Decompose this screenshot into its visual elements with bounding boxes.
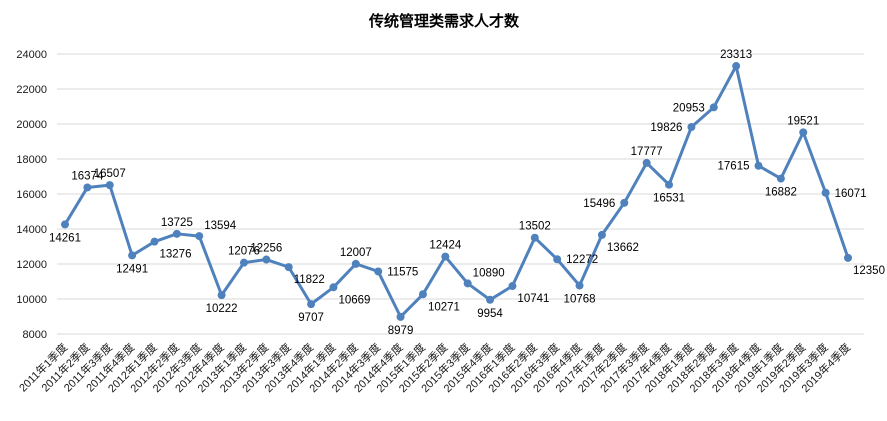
y-axis-tick-label: 18000 xyxy=(16,154,47,166)
data-point-label: 17615 xyxy=(718,161,750,173)
data-point-label: 11575 xyxy=(387,266,418,278)
data-point-label: 8979 xyxy=(388,325,414,337)
data-point-label: 19521 xyxy=(787,115,819,127)
y-axis-tick-label: 22000 xyxy=(16,84,47,96)
data-point-marker xyxy=(307,300,316,309)
data-point-marker xyxy=(239,258,248,267)
data-point-marker xyxy=(463,279,472,288)
data-point-marker xyxy=(374,267,383,276)
data-point-marker xyxy=(799,128,808,137)
data-point-label: 16071 xyxy=(835,188,867,200)
data-point-label: 13276 xyxy=(159,249,191,261)
data-point-label: 9707 xyxy=(298,312,324,324)
y-axis-tick-label: 24000 xyxy=(16,49,47,61)
data-point-label: 15496 xyxy=(583,198,615,210)
data-point-marker xyxy=(61,220,69,229)
data-point-label: 16507 xyxy=(94,168,126,180)
data-point-marker xyxy=(128,251,137,260)
data-point-marker xyxy=(217,291,226,300)
data-point-label: 16882 xyxy=(765,187,797,199)
data-point-marker xyxy=(597,230,606,239)
data-point-marker xyxy=(418,290,427,299)
data-point-label: 12272 xyxy=(566,254,598,266)
y-axis-tick-label: 10000 xyxy=(16,294,47,306)
data-point-label: 10669 xyxy=(338,294,370,306)
data-point-marker xyxy=(508,282,517,291)
data-point-label: 12076 xyxy=(228,246,260,258)
data-point-label: 12491 xyxy=(116,263,148,275)
data-point-marker xyxy=(530,233,539,242)
data-point-marker xyxy=(687,123,696,132)
data-point-marker xyxy=(441,252,450,261)
data-point-marker xyxy=(486,295,495,304)
data-point-label: 12424 xyxy=(429,240,462,252)
data-point-label: 13502 xyxy=(519,221,551,233)
y-axis-tick-label: 8000 xyxy=(23,329,47,341)
data-point-label: 17777 xyxy=(631,146,663,158)
data-point-marker xyxy=(262,255,271,264)
data-point-label: 10768 xyxy=(564,294,596,306)
data-point-marker xyxy=(620,198,629,207)
data-point-label: 16531 xyxy=(653,193,685,205)
data-point-marker xyxy=(844,253,852,262)
y-axis-tick-label: 12000 xyxy=(16,259,47,271)
data-point-label: 14261 xyxy=(49,232,81,244)
data-point-marker xyxy=(172,229,181,238)
data-point-marker xyxy=(396,312,405,321)
data-point-marker xyxy=(329,283,338,292)
y-axis-tick-label: 20000 xyxy=(16,119,47,131)
data-point-label: 13725 xyxy=(161,217,193,229)
data-point-label: 13662 xyxy=(607,242,639,254)
data-point-label: 12256 xyxy=(250,243,282,255)
data-point-label: 11822 xyxy=(294,274,325,286)
series-line xyxy=(63,64,850,319)
data-point-marker xyxy=(732,62,741,71)
data-point-label: 13594 xyxy=(204,220,237,232)
data-point-marker xyxy=(351,259,360,268)
data-point-marker xyxy=(665,180,674,189)
data-point-label: 10890 xyxy=(473,267,505,279)
data-point-label: 12007 xyxy=(340,247,372,259)
data-point-marker xyxy=(195,232,204,241)
data-point-label: 12350 xyxy=(853,265,885,277)
plot-area: 8000 10000 12000 14000 16000 18000 20000 22000 2… xyxy=(16,49,885,395)
data-point-marker xyxy=(105,181,114,190)
data-point-label: 16374 xyxy=(71,170,104,182)
data-point-label: 19826 xyxy=(650,122,682,134)
y-axis-tick-label: 16000 xyxy=(16,189,47,201)
data-point-marker xyxy=(754,161,763,170)
data-point-label: 23313 xyxy=(720,49,752,61)
data-point-marker xyxy=(150,237,159,246)
y-axis-tick-label: 14000 xyxy=(16,224,47,236)
data-point-marker xyxy=(83,183,92,192)
data-point-label: 9954 xyxy=(477,308,503,320)
data-point-marker xyxy=(553,255,562,264)
data-point-label: 10741 xyxy=(517,293,549,305)
data-point-label: 10222 xyxy=(206,303,238,315)
chart-title: 传统管理类需求人才数 xyxy=(368,12,520,30)
data-point-marker xyxy=(575,281,584,290)
data-point-marker xyxy=(642,158,651,167)
data-point-marker xyxy=(709,103,718,112)
data-point-marker xyxy=(776,174,785,183)
data-point-label: 20953 xyxy=(673,102,705,114)
data-point-marker xyxy=(284,263,293,272)
data-point-label: 10271 xyxy=(428,301,460,313)
data-point-marker xyxy=(821,188,830,197)
